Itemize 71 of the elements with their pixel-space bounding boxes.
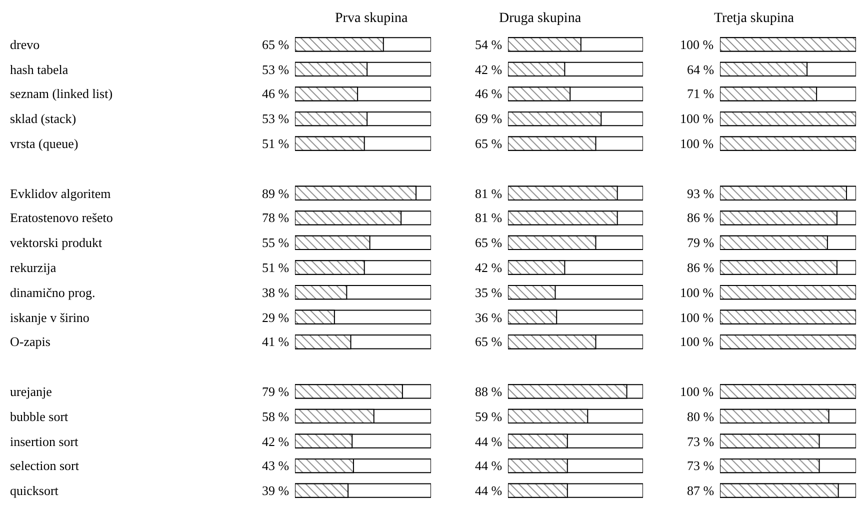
y-tick-label: O-zapis bbox=[10, 334, 50, 349]
data-label: 73 % bbox=[687, 458, 714, 473]
data-label: 81 % bbox=[475, 186, 502, 201]
data-label: 79 % bbox=[687, 235, 714, 250]
y-tick-label: quicksort bbox=[10, 483, 59, 498]
data-label: 43 % bbox=[262, 458, 290, 473]
y-tick-label: hash tabela bbox=[10, 62, 68, 77]
data-label: 100 % bbox=[680, 285, 714, 300]
chart-title: Druga skupina bbox=[499, 11, 582, 26]
data-label: 51 % bbox=[262, 260, 290, 275]
data-label: 53 % bbox=[262, 62, 290, 77]
y-tick-label: iskanje v širino bbox=[10, 310, 90, 325]
y-tick-label: drevo bbox=[10, 37, 40, 52]
y-tick-label: seznam (linked list) bbox=[10, 86, 113, 101]
data-label: 44 % bbox=[475, 483, 502, 498]
data-label: 100 % bbox=[680, 136, 714, 151]
data-label: 100 % bbox=[680, 37, 714, 52]
data-label: 100 % bbox=[680, 111, 714, 126]
y-tick-label: vrsta (queue) bbox=[10, 136, 78, 151]
data-label: 46 % bbox=[262, 86, 290, 101]
data-label: 65 % bbox=[475, 334, 502, 349]
data-label: 44 % bbox=[475, 434, 502, 449]
data-label: 44 % bbox=[475, 458, 502, 473]
chart-title: Tretja skupina bbox=[714, 11, 795, 26]
chart-title: Prva skupina bbox=[335, 11, 408, 26]
data-label: 36 % bbox=[475, 310, 502, 325]
data-label: 46 % bbox=[475, 86, 502, 101]
data-label: 65 % bbox=[475, 235, 502, 250]
y-tick-label: Eratostenovo rešeto bbox=[10, 210, 113, 225]
data-label: 79 % bbox=[262, 384, 290, 399]
data-label: 35 % bbox=[475, 285, 502, 300]
data-label: 39 % bbox=[262, 483, 290, 498]
data-label: 86 % bbox=[687, 210, 714, 225]
data-label: 64 % bbox=[687, 62, 714, 77]
data-label: 88 % bbox=[475, 384, 502, 399]
data-label: 42 % bbox=[262, 434, 290, 449]
y-tick-label: selection sort bbox=[10, 458, 80, 473]
data-label: 59 % bbox=[475, 409, 502, 424]
data-label: 73 % bbox=[687, 434, 714, 449]
data-label: 89 % bbox=[262, 186, 290, 201]
data-label: 55 % bbox=[262, 235, 290, 250]
y-tick-label: sklad (stack) bbox=[10, 111, 76, 126]
y-tick-label: insertion sort bbox=[10, 434, 79, 449]
y-tick-label: vektorski produkt bbox=[10, 235, 102, 250]
data-label: 65 % bbox=[262, 37, 290, 52]
y-tick-label: Evklidov algoritem bbox=[10, 186, 111, 201]
data-label: 54 % bbox=[475, 37, 502, 52]
data-label: 69 % bbox=[475, 111, 502, 126]
data-label: 51 % bbox=[262, 136, 290, 151]
data-label: 100 % bbox=[680, 334, 714, 349]
data-label: 78 % bbox=[262, 210, 290, 225]
data-label: 87 % bbox=[687, 483, 714, 498]
data-label: 86 % bbox=[687, 260, 714, 275]
data-label: 100 % bbox=[680, 384, 714, 399]
data-label: 53 % bbox=[262, 111, 290, 126]
y-tick-label: urejanje bbox=[10, 384, 52, 399]
data-label: 80 % bbox=[687, 409, 714, 424]
data-label: 71 % bbox=[687, 86, 714, 101]
data-label: 29 % bbox=[262, 310, 290, 325]
data-label: 100 % bbox=[680, 310, 714, 325]
data-label: 81 % bbox=[475, 210, 502, 225]
y-tick-label: dinamično prog. bbox=[10, 285, 96, 300]
data-label: 58 % bbox=[262, 409, 290, 424]
data-label: 41 % bbox=[262, 334, 290, 349]
data-label: 38 % bbox=[262, 285, 290, 300]
data-label: 93 % bbox=[687, 186, 714, 201]
y-tick-label: rekurzija bbox=[10, 260, 56, 275]
y-tick-label: bubble sort bbox=[10, 409, 69, 424]
data-label: 65 % bbox=[475, 136, 502, 151]
data-label: 42 % bbox=[475, 62, 502, 77]
data-label: 42 % bbox=[475, 260, 502, 275]
